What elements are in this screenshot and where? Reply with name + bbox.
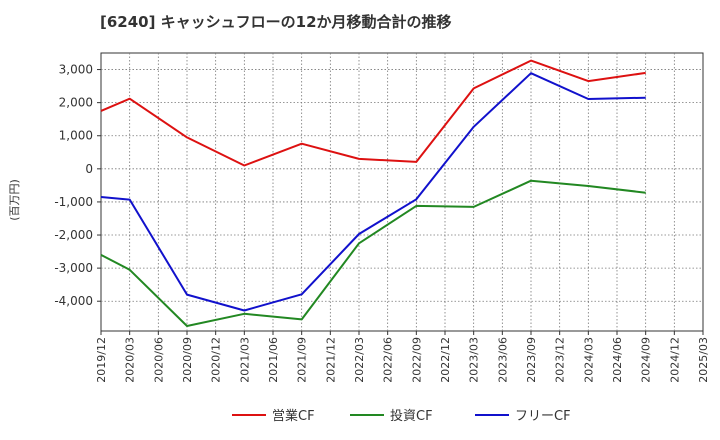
- y-tick-label: 3,000: [59, 63, 93, 77]
- x-tick-label: 2024/12: [668, 337, 681, 383]
- legend-label-2: 投資CF: [390, 408, 433, 424]
- y-tick-label: -1,000: [54, 195, 93, 209]
- x-axis-ticks: 2019/12 2020/03 2020/06 2020/09 2020/12 2021/…: [95, 331, 710, 383]
- legend-label-1: 営業CF: [272, 408, 315, 424]
- x-tick-label: 2022/09: [410, 337, 423, 383]
- x-tick-label: 2021/03: [238, 337, 251, 383]
- series-lines: [100, 59, 646, 327]
- plot-frame: [100, 52, 704, 332]
- y-tick-label: 2,000: [59, 96, 93, 110]
- x-tick-label: 2021/09: [296, 337, 309, 383]
- x-tick-label: 2022/12: [439, 337, 452, 383]
- x-tick-label: 2020/12: [210, 337, 223, 383]
- x-tick-label: 2024/06: [611, 337, 624, 383]
- legend-label-3: フリーCF: [515, 409, 571, 424]
- y-tick-label: -3,000: [54, 261, 93, 275]
- x-tick-label: 2021/06: [267, 337, 280, 383]
- y-tick-label: -2,000: [54, 228, 93, 242]
- x-tick-label: 2022/06: [382, 337, 395, 383]
- x-tick-label: 2019/12: [95, 337, 108, 383]
- x-tick-label: 2020/06: [152, 337, 165, 383]
- x-tick-label: 2023/09: [525, 337, 538, 383]
- legend: 営業CF 投資CF フリーCF: [232, 408, 571, 424]
- x-tick-label: 2022/03: [353, 337, 366, 383]
- x-tick-label: 2024/03: [582, 337, 595, 383]
- y-tick-label: 1,000: [59, 129, 93, 143]
- x-tick-label: 2020/03: [124, 337, 137, 383]
- x-tick-label: 2023/03: [468, 337, 481, 383]
- chart-title: [6240] キャッシュフローの12か月移動合計の推移: [100, 13, 452, 31]
- x-tick-label: 2025/03: [697, 337, 710, 383]
- series-line-2: [100, 179, 646, 327]
- x-tick-label: 2023/06: [496, 337, 509, 383]
- grid: [101, 53, 703, 331]
- x-tick-label: 2024/09: [640, 337, 653, 383]
- x-tick-label: 2020/09: [181, 337, 194, 383]
- y-axis-ticks: 3,000 2,000 1,000 0 -1,000 -2,000 -3,000 -4,000: [54, 63, 101, 308]
- series-line-1: [100, 59, 646, 167]
- plot-area: [100, 52, 704, 332]
- y-tick-label: -4,000: [54, 294, 93, 308]
- x-tick-label: 2023/12: [554, 337, 567, 383]
- y-axis-label: (百万円): [8, 179, 21, 221]
- y-tick-label: 0: [85, 162, 93, 176]
- x-tick-label: 2021/12: [324, 337, 337, 383]
- series-line-3: [100, 72, 646, 312]
